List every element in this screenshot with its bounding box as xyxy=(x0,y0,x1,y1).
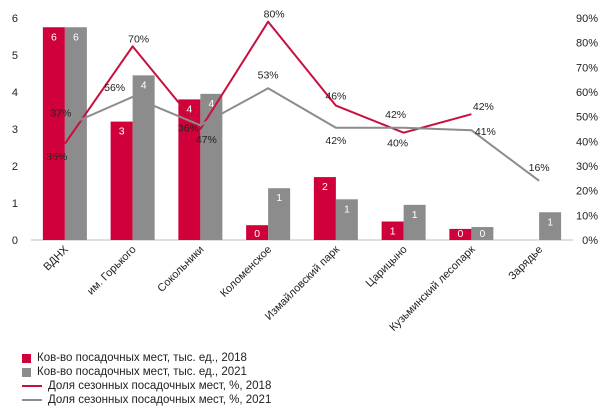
bar-2021 xyxy=(471,227,494,240)
bar-data-label: 6 xyxy=(73,31,79,43)
bar-data-label: 0 xyxy=(254,228,260,240)
y-left-tick-label: 5 xyxy=(12,50,18,62)
line-data-label-2018: 42% xyxy=(473,101,494,113)
line-data-label-2021: 41% xyxy=(475,126,496,138)
legend-item-bar-2018: Ков-во посадочных мест, тыс. ед., 2018 xyxy=(22,351,271,365)
bars xyxy=(42,27,562,241)
bar-data-label: 4 xyxy=(141,79,147,91)
series-line-2021 xyxy=(64,87,540,182)
line-data-label-2021: 53% xyxy=(258,69,279,81)
y-right-tick-label: 40% xyxy=(576,136,598,148)
bar-2021 xyxy=(539,212,562,240)
bar-data-label: 1 xyxy=(276,192,282,204)
bar-data-label: 3 xyxy=(119,126,125,138)
line-data-label-2021: 56% xyxy=(104,82,125,94)
line-data-label-2021: 42% xyxy=(385,109,406,121)
x-tick-label: Коломенское xyxy=(218,244,274,300)
y-left-tick-label: 2 xyxy=(12,161,18,173)
bar-2021 xyxy=(403,204,426,240)
legend: Ков-во посадочных мест, тыс. ед., 2018 К… xyxy=(22,351,271,407)
y-right-tick-label: 60% xyxy=(576,87,598,99)
y-right-tick-label: 30% xyxy=(576,161,598,173)
line-data-label-2021: 16% xyxy=(529,162,550,174)
line-data-label-2018: 70% xyxy=(128,33,149,45)
x-tick-label: Измайловский парк xyxy=(263,244,342,323)
legend-swatch-bar-2018 xyxy=(22,353,31,363)
lines xyxy=(64,20,540,182)
bar-data-label: 4 xyxy=(208,98,214,110)
bar-2018 xyxy=(246,225,269,240)
bar-data-label: 1 xyxy=(344,203,350,215)
x-tick-label: Зарядье xyxy=(506,244,545,283)
bar-data-label: 0 xyxy=(457,228,463,240)
line-data-label-2018: 46% xyxy=(325,91,346,103)
bar-2018 xyxy=(381,221,404,240)
legend-label-bar-2018: Ков-во посадочных мест, тыс. ед., 2018 xyxy=(37,352,247,364)
line-data-label-2018: 80% xyxy=(264,9,285,21)
bar-2021 xyxy=(335,199,358,240)
y-right-tick-label: 80% xyxy=(576,38,598,50)
bar-2018 xyxy=(449,228,472,240)
bar-2021 xyxy=(132,75,155,240)
bar-2018 xyxy=(178,99,201,241)
bar-2018 xyxy=(110,121,133,240)
axes: 01234560%10%20%30%40%50%60%70%80%90%ВДНХ… xyxy=(12,13,598,334)
legend-label-bar-2021: Ков-во посадочных мест, тыс. ед., 2021 xyxy=(37,366,247,378)
y-right-tick-label: 20% xyxy=(576,186,598,198)
bar-data-label: 1 xyxy=(390,226,396,238)
y-right-tick-label: 10% xyxy=(576,210,598,222)
bar-2021 xyxy=(64,27,87,240)
legend-label-line-2021: Доля сезонных посадочных мест, %, 2021 xyxy=(48,394,272,406)
bar-data-label: 1 xyxy=(547,216,553,228)
y-left-tick-label: 1 xyxy=(12,198,18,210)
y-left-tick-label: 3 xyxy=(12,124,18,136)
x-tick-label: ВДНХ xyxy=(41,243,71,273)
line-data-label-2018: 40% xyxy=(387,138,408,150)
y-right-tick-label: 0% xyxy=(582,235,598,247)
y-left-tick-label: 4 xyxy=(12,87,18,99)
line-data-label-2021: 42% xyxy=(325,135,346,147)
bar-data-label: 0 xyxy=(479,228,485,240)
bar-2018 xyxy=(313,177,336,240)
line-data-label-2018: 35% xyxy=(46,151,67,163)
y-left-tick-label: 0 xyxy=(12,235,18,247)
x-tick-label: Сокольники xyxy=(155,244,206,295)
series-line-2018 xyxy=(64,20,472,145)
y-right-tick-label: 70% xyxy=(576,62,598,74)
legend-label-line-2018: Доля сезонных посадочных мест, %, 2018 xyxy=(48,380,272,392)
data-labels: 6 3 4 0 2 1 0 6 4 4 1 1 1 0 1 35% 70% 47% 80% 46% 40% 42% 37% 5… xyxy=(46,9,553,240)
bar-data-label: 1 xyxy=(412,209,418,221)
bar-data-label: 2 xyxy=(322,181,328,193)
bar-2021 xyxy=(200,93,223,240)
legend-item-line-2018: Доля сезонных посадочных мест, %, 2018 xyxy=(22,379,271,393)
legend-swatch-bar-2021 xyxy=(22,367,31,377)
y-right-tick-label: 90% xyxy=(576,13,598,25)
legend-swatch-line-2021 xyxy=(22,399,42,401)
legend-swatch-line-2018 xyxy=(22,385,42,387)
x-tick-label: Царицыно xyxy=(364,244,410,290)
bar-data-label: 6 xyxy=(51,31,57,43)
bar-2018 xyxy=(42,27,65,240)
line-data-label-2021: 36% xyxy=(178,122,199,134)
x-tick-label: им. Горького xyxy=(85,244,139,298)
y-right-tick-label: 50% xyxy=(576,112,598,124)
line-data-label-2021: 37% xyxy=(50,108,71,120)
bar-data-label: 4 xyxy=(186,103,192,115)
bar-2021 xyxy=(268,188,291,240)
line-data-label-2018: 47% xyxy=(196,134,217,146)
y-left-tick-label: 6 xyxy=(12,13,18,25)
legend-item-bar-2021: Ков-во посадочных мест, тыс. ед., 2021 xyxy=(22,365,271,379)
legend-item-line-2021: Доля сезонных посадочных мест, %, 2021 xyxy=(22,393,271,407)
